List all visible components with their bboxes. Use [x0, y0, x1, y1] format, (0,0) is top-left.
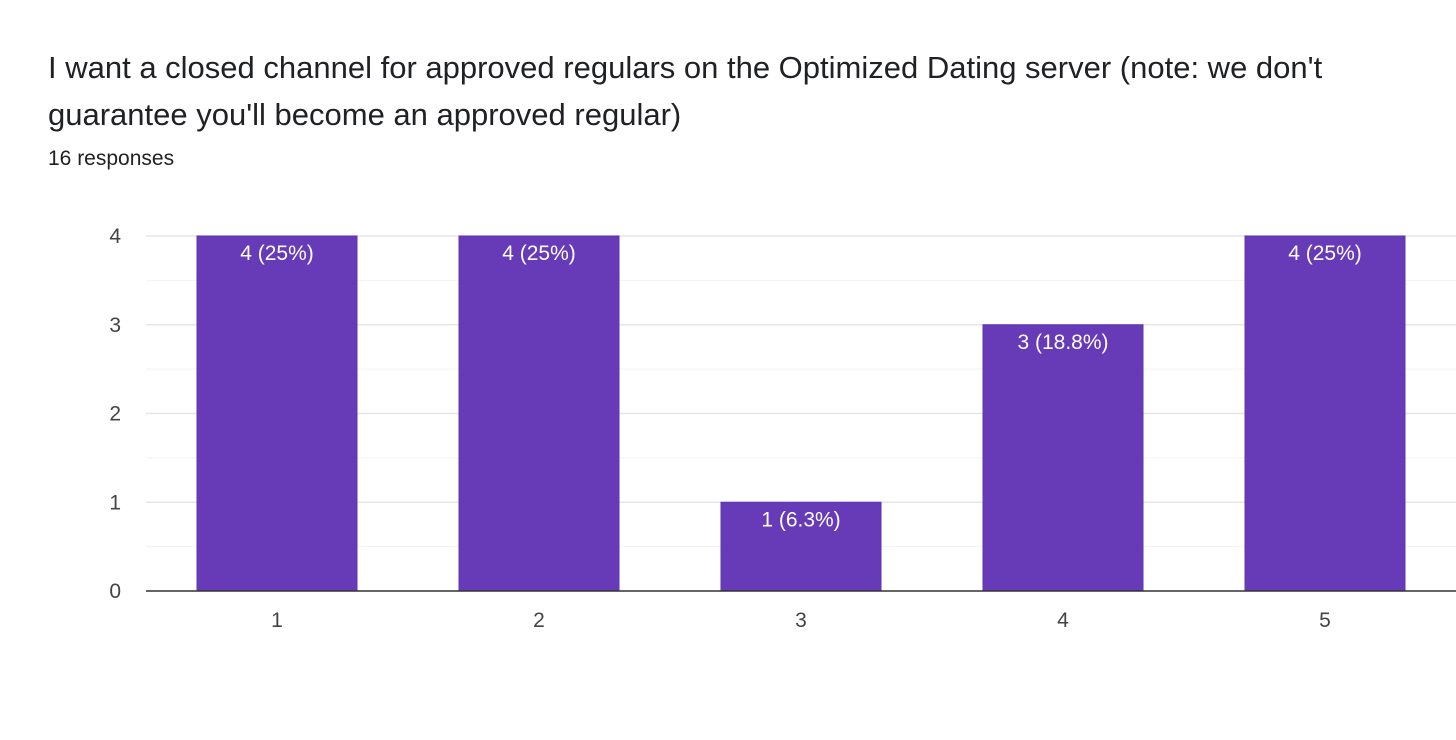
gridlines [146, 235, 1456, 548]
bar [982, 324, 1144, 592]
bar-data-label: 1 (6.3%) [761, 508, 840, 531]
bar [720, 501, 882, 592]
x-tick-label: 1 [271, 609, 283, 632]
bar-data-labels: 4 (25%) 4 (25%) 1 (6.3%) 3 (18.8%) 4 (25%) [240, 242, 1362, 531]
x-axis-ticks: 1 2 3 4 5 [271, 609, 1331, 632]
bar [458, 235, 620, 592]
x-tick-label: 3 [795, 609, 807, 632]
bar-data-label: 3 (18.8%) [1017, 331, 1108, 354]
x-tick-label: 2 [533, 609, 545, 632]
bars [196, 235, 1406, 592]
bar [196, 235, 358, 592]
x-tick-label: 4 [1057, 609, 1069, 632]
bar [1244, 235, 1406, 592]
y-tick-label: 1 [109, 491, 121, 514]
bar-data-label: 4 (25%) [502, 242, 576, 265]
bar-data-label: 4 (25%) [1288, 242, 1362, 265]
bar-data-label: 4 (25%) [240, 242, 314, 265]
x-tick-label: 5 [1319, 609, 1331, 632]
question-title: I want a closed channel for approved reg… [48, 50, 1323, 132]
y-tick-label: 3 [109, 314, 121, 337]
y-tick-label: 4 [109, 225, 121, 248]
y-tick-label: 2 [109, 403, 121, 426]
y-tick-label: 0 [109, 580, 121, 603]
response-count: 16 responses [48, 147, 175, 170]
y-axis-ticks: 0 1 2 3 4 [109, 225, 121, 603]
